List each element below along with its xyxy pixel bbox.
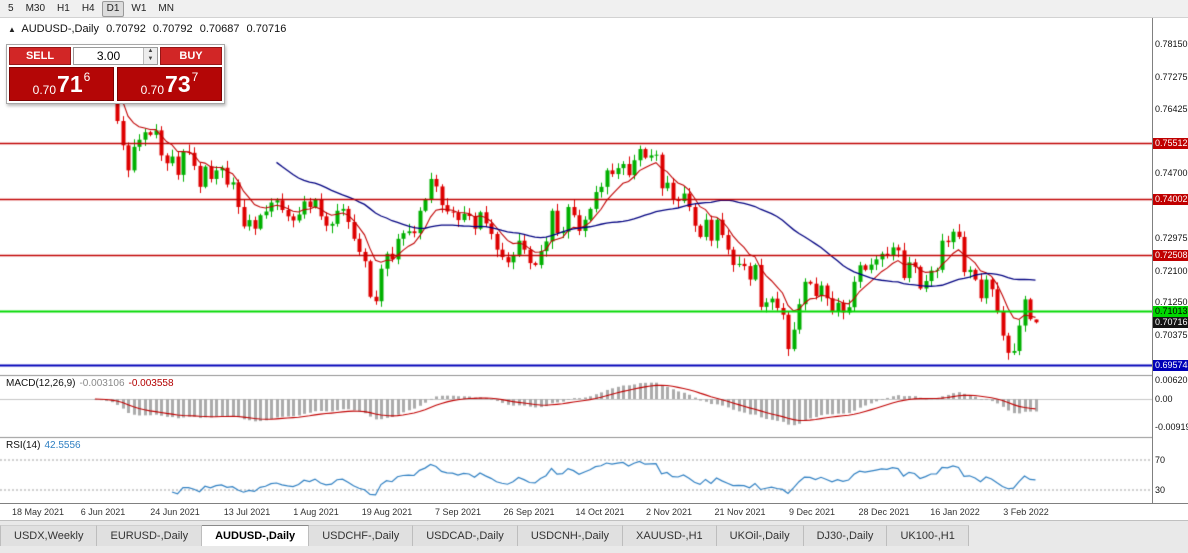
- price-level-badge: 0.72508: [1153, 249, 1188, 261]
- macd-value-main: -0.003106: [79, 378, 125, 389]
- buy-price-prefix: 0.70: [140, 83, 165, 97]
- tab-dj30-daily[interactable]: DJ30-,Daily: [803, 525, 888, 546]
- chart-title: AUDUSD-,Daily: [21, 23, 99, 35]
- date-axis-label: 2 Nov 2021: [645, 507, 693, 517]
- rsi-indicator-label: RSI(14) 42.5556: [6, 440, 81, 451]
- price-axis[interactable]: 0.78150 0.77275 0.76425 0.74700 0.72975 0.721…: [1152, 18, 1188, 503]
- date-axis-label: 7 Sep 2021: [434, 507, 482, 517]
- price-axis-label: 0.78150: [1155, 39, 1188, 50]
- ohlc-open: 0.70792: [106, 23, 146, 35]
- rsi-name: RSI(14): [6, 440, 41, 451]
- lot-decrease-button[interactable]: ▼: [144, 56, 157, 64]
- rsi-value: 42.5556: [44, 440, 81, 451]
- price-axis-label: 0.70375: [1155, 330, 1188, 341]
- date-axis-label: 6 Jun 2021: [80, 507, 126, 517]
- chart-tabs: USDX,Weekly EURUSD-,Daily AUDUSD-,Daily USD…: [0, 525, 1188, 546]
- price-axis-label: 0.71250: [1155, 297, 1188, 308]
- date-axis-label: 9 Dec 2021: [788, 507, 836, 517]
- sell-price-pip: 6: [83, 70, 91, 84]
- buy-button[interactable]: BUY: [160, 47, 222, 65]
- price-level-badge: 0.71013: [1153, 305, 1188, 317]
- price-axis-label: 0.72100: [1155, 265, 1188, 276]
- ohlc-high: 0.70792: [152, 23, 193, 35]
- one-click-trading-panel: SELL 3.00 ▲ ▼ BUY 0.70 71 6 0.70 73 7: [6, 44, 225, 104]
- price-axis-label: 0.77275: [1155, 72, 1188, 83]
- price-axis-label: 0.74700: [1155, 168, 1188, 179]
- sell-price-main: 71: [57, 70, 83, 97]
- chart-ohlc-header: ▲ AUDUSD-,Daily 0.70792 0.70792 0.70687 …: [8, 23, 290, 35]
- tab-usdcad-daily[interactable]: USDCAD-,Daily: [413, 525, 518, 546]
- date-axis-label: 3 Feb 2022: [1003, 507, 1049, 517]
- date-axis-label: 21 Nov 2021: [714, 507, 766, 517]
- macd-axis-label: -0.00919: [1155, 422, 1188, 432]
- macd-name: MACD(12,26,9): [6, 378, 76, 389]
- date-axis-label: 13 Jul 2021: [223, 507, 271, 517]
- macd-axis-label: 0.00: [1155, 394, 1173, 404]
- buy-price-button[interactable]: 0.70 73 7: [117, 67, 222, 101]
- price-level-badge: 0.70716: [1153, 316, 1188, 328]
- date-axis-label: 16 Jan 2022: [930, 507, 980, 517]
- buy-price-main: 73: [165, 70, 191, 97]
- tab-eurusd-daily[interactable]: EURUSD-,Daily: [97, 525, 203, 546]
- date-axis-label: 14 Oct 2021: [575, 507, 625, 517]
- tab-usdchf-daily[interactable]: USDCHF-,Daily: [309, 525, 414, 546]
- date-axis-label: 28 Dec 2021: [858, 507, 910, 517]
- timeframe-button-w1[interactable]: W1: [131, 2, 147, 14]
- tab-xauusd-h1[interactable]: XAUUSD-,H1: [623, 525, 717, 546]
- date-axis-label: 24 Jun 2021: [150, 507, 200, 517]
- timeframe-button-h4[interactable]: H4: [81, 2, 95, 14]
- lot-spinner: ▲ ▼: [143, 48, 157, 64]
- date-axis-label: 18 May 2021: [11, 507, 65, 517]
- timeframe-button-d1[interactable]: D1: [101, 0, 125, 17]
- tab-usdx-weekly[interactable]: USDX,Weekly: [0, 525, 98, 546]
- price-level-badge: 0.74002: [1153, 193, 1188, 205]
- timeframe-button-mn[interactable]: MN: [158, 2, 174, 14]
- price-axis-label: 0.72975: [1155, 232, 1188, 243]
- rsi-axis-label: 70: [1155, 454, 1166, 465]
- price-level-badge: 0.75512: [1153, 137, 1188, 149]
- timeframe-button-m30[interactable]: M30: [25, 2, 46, 14]
- chart-symbol-icon: ▲: [8, 25, 16, 34]
- tab-uk100-h1[interactable]: UK100-,H1: [887, 525, 969, 546]
- rsi-axis-label: 30: [1155, 484, 1166, 495]
- ohlc-close: 0.70716: [246, 23, 287, 35]
- lot-size-value[interactable]: 3.00: [96, 49, 121, 63]
- date-axis-label: 26 Sep 2021: [503, 507, 555, 517]
- lot-increase-button[interactable]: ▲: [144, 48, 157, 56]
- sell-button[interactable]: SELL: [9, 47, 71, 65]
- date-axis-label: 19 Aug 2021: [361, 507, 413, 517]
- timeframe-button-h1[interactable]: H1: [57, 2, 70, 14]
- sell-price-button[interactable]: 0.70 71 6: [9, 67, 114, 101]
- macd-value-signal: -0.003558: [128, 378, 174, 389]
- macd-indicator-label: MACD(12,26,9) -0.003106 -0.003558: [6, 378, 174, 389]
- buy-price-pip: 7: [191, 70, 199, 84]
- sell-price-prefix: 0.70: [32, 83, 57, 97]
- time-axis[interactable]: 18 May 2021 6 Jun 2021 24 Jun 2021 13 Jul 2…: [0, 503, 1188, 520]
- timeframe-toolbar: 5 M30 H1 H4 D1 W1 MN: [0, 0, 1188, 18]
- tab-usdcnh-daily[interactable]: USDCNH-,Daily: [517, 525, 624, 546]
- price-level-badge: 0.69574: [1153, 359, 1188, 371]
- price-axis-label: 0.76425: [1155, 103, 1188, 114]
- tab-ukoil-daily[interactable]: UKOil-,Daily: [716, 525, 804, 546]
- chart-tabs-bar: USDX,Weekly EURUSD-,Daily AUDUSD-,Daily USD…: [0, 520, 1188, 553]
- date-axis-label: 1 Aug 2021: [293, 507, 339, 517]
- timeframe-button-5[interactable]: 5: [8, 2, 14, 14]
- tab-audusd-daily[interactable]: AUDUSD-,Daily: [202, 525, 310, 546]
- lot-size-field[interactable]: 3.00 ▲ ▼: [73, 47, 158, 65]
- macd-axis-label: 0.00620: [1155, 375, 1188, 385]
- ohlc-low: 0.70687: [199, 23, 240, 35]
